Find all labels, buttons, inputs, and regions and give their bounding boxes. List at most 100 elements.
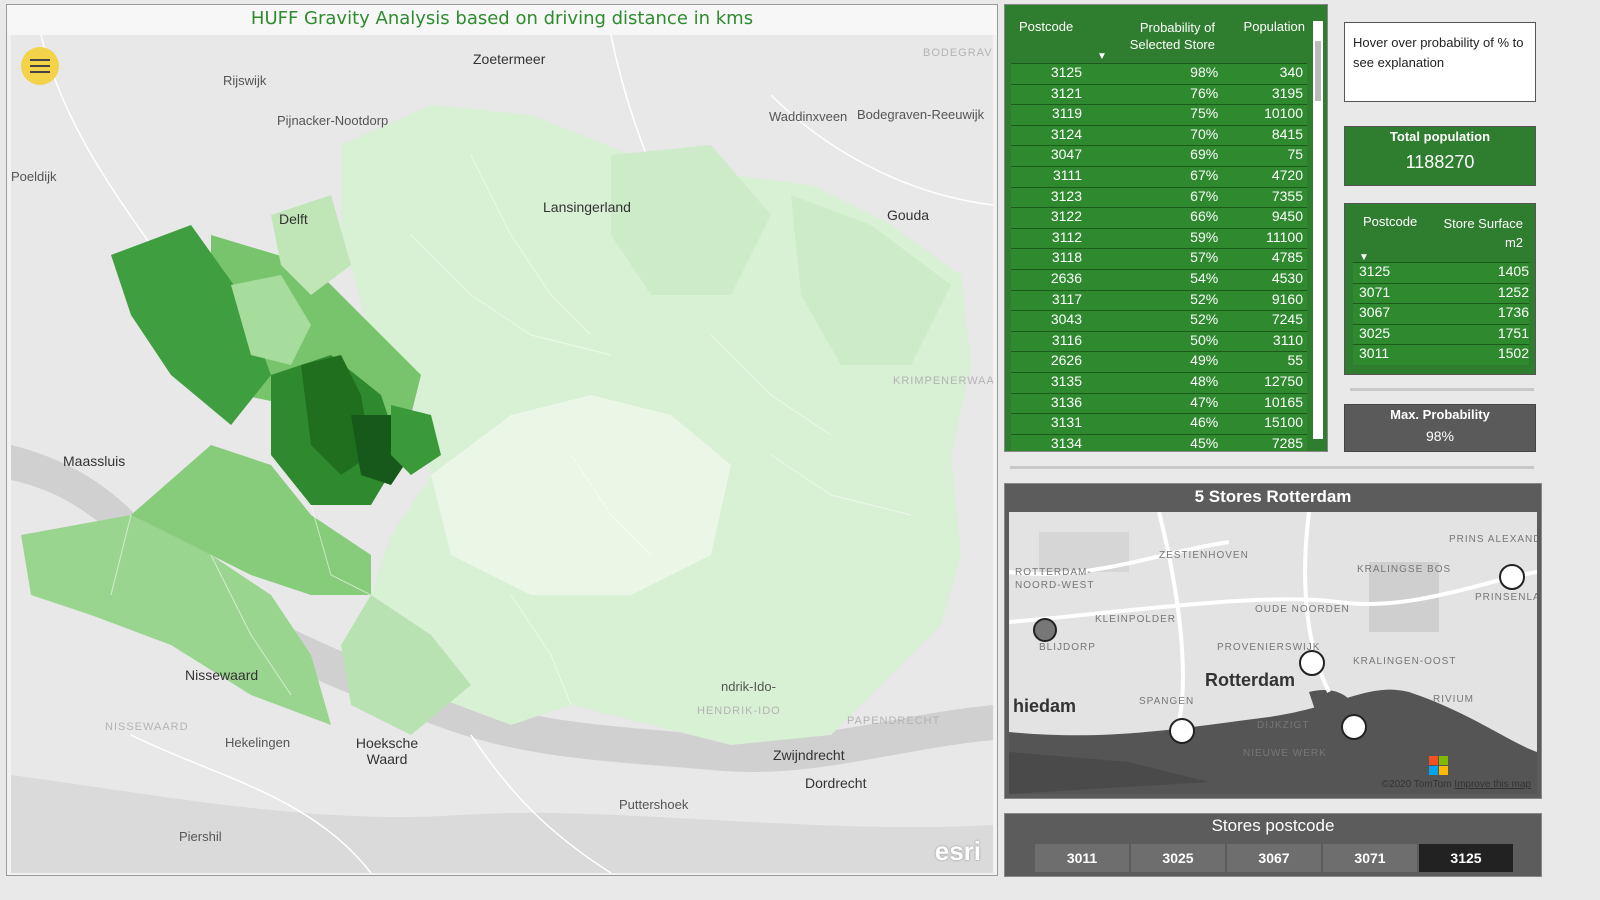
table-row[interactable]: 3122 66% 9450 <box>1011 207 1307 228</box>
slicer-option-3067[interactable]: 3067 <box>1227 844 1321 872</box>
map-label: SPANGEN <box>1139 696 1195 707</box>
table-row[interactable]: 3134 45% 7285 <box>1011 433 1307 451</box>
map-label: Nissewaard <box>185 667 259 683</box>
map-label: Bodegraven-Reeuwijk <box>857 107 985 122</box>
postcode-cell: 3117 <box>1051 290 1083 307</box>
column-header-postcode[interactable]: Postcode <box>1019 19 1074 34</box>
population-cell: 15100 <box>1264 414 1304 431</box>
map-label: OUDE NOORDEN <box>1255 604 1350 615</box>
table-row[interactable]: 3125 98% 340 <box>1011 63 1307 84</box>
map-label: Dordrecht <box>805 775 867 791</box>
postcode-cell: 3121 <box>1050 84 1083 101</box>
slicer-option-3071[interactable]: 3071 <box>1323 844 1417 872</box>
column-header-probability[interactable]: Probability of Selected Store <box>1129 20 1215 52</box>
map-label: KRALINGEN-OOST <box>1353 656 1457 667</box>
probability-cell: 48% <box>1190 372 1219 389</box>
table-row[interactable]: 3047 69% 75 <box>1011 145 1307 166</box>
store-marker[interactable] <box>1299 650 1325 676</box>
slicer-option-3025[interactable]: 3025 <box>1131 844 1225 872</box>
probability-table[interactable]: Postcode Probability of Selected Store P… <box>1004 4 1328 452</box>
population-cell: 7285 <box>1271 434 1304 451</box>
postcode-cell: 3125 <box>1359 263 1391 279</box>
store-surface-cell: 1405 <box>1497 263 1529 279</box>
bing-logo-icon <box>1429 756 1449 776</box>
hamburger-menu-icon[interactable] <box>21 47 59 85</box>
table-row[interactable]: 3124 70% 8415 <box>1011 124 1307 146</box>
population-cell: 7245 <box>1271 311 1304 328</box>
table-row[interactable]: 3011 1502 <box>1353 344 1529 365</box>
column-header-store-surface[interactable]: Store Surface m2 <box>1443 216 1524 250</box>
store-marker[interactable] <box>1033 618 1057 642</box>
table-row[interactable]: 3118 57% 4785 <box>1011 248 1307 269</box>
postcode-cell: 3071 <box>1359 283 1391 300</box>
table-row[interactable]: 3071 1252 <box>1353 282 1529 304</box>
stores-map-panel: 5 Stores Rotterdam ZESTIENHOVEN ROTTERDA… <box>1004 483 1542 799</box>
store-surface-cell: 1502 <box>1497 345 1529 362</box>
table-row[interactable]: 3067 1736 <box>1353 303 1529 324</box>
map-label: ZESTIENHOVEN <box>1159 550 1249 561</box>
table-row[interactable]: 3125 1405 <box>1353 262 1529 283</box>
postcode-cell: 3122 <box>1050 208 1083 225</box>
table-header: Postcode Store Surface m2 ▼ <box>1353 212 1523 264</box>
table-header: Postcode Probability of Selected Store P… <box>1011 11 1307 63</box>
table-row[interactable]: 3123 67% 7355 <box>1011 186 1307 208</box>
huff-choropleth-map[interactable]: Zoetermeer Rijswijk Pijnacker-Nootdorp P… <box>11 35 993 873</box>
max-probability-value: 98% <box>1425 428 1455 444</box>
table-row[interactable]: 3112 59% 11100 <box>1011 227 1307 249</box>
stores-map-title: 5 Stores Rotterdam <box>1194 487 1352 506</box>
store-marker[interactable] <box>1499 564 1525 590</box>
sort-down-icon[interactable]: ▼ <box>1359 252 1369 263</box>
store-surface-cell: 1736 <box>1497 304 1529 321</box>
table-row[interactable]: 3131 46% 15100 <box>1011 413 1307 434</box>
postcode-cell: 3047 <box>1050 146 1083 163</box>
table-row[interactable]: 3025 1751 <box>1353 323 1529 345</box>
map-label: RIVIUM <box>1433 694 1474 705</box>
table-row[interactable]: 3111 67% 4720 <box>1011 165 1307 187</box>
population-cell: 4785 <box>1271 249 1304 266</box>
slicer-option-3125[interactable]: 3125 <box>1419 844 1513 872</box>
probability-cell: 67% <box>1190 166 1219 183</box>
column-header-postcode[interactable]: Postcode <box>1363 214 1418 229</box>
postcode-cell: 3112 <box>1051 228 1083 245</box>
map-label: Maassluis <box>63 453 126 469</box>
population-cell: 10100 <box>1264 105 1304 122</box>
table-row[interactable]: 3043 52% 7245 <box>1011 310 1307 331</box>
postcode-cell: 3134 <box>1050 434 1083 451</box>
map-label: Poeldijk <box>11 169 57 184</box>
column-header-population[interactable]: Population <box>1243 19 1305 34</box>
map-label: PROVENIERSWIJK <box>1217 642 1321 653</box>
store-marker[interactable] <box>1341 714 1367 740</box>
map-label: DIJKZIGT <box>1257 720 1310 731</box>
table-row[interactable]: 3117 52% 9160 <box>1011 289 1307 311</box>
population-cell: 75 <box>1287 146 1304 163</box>
sort-down-icon[interactable]: ▼ <box>1097 51 1107 62</box>
map-label: NIEUWE WERK <box>1243 748 1327 759</box>
slicer-option-3011[interactable]: 3011 <box>1035 844 1129 872</box>
slicer-options: 3011 3025 3067 3071 3125 <box>1035 844 1513 872</box>
population-cell: 9450 <box>1271 208 1304 225</box>
table-row[interactable]: 3119 75% 10100 <box>1011 104 1307 125</box>
table-row[interactable]: 3136 47% 10165 <box>1011 392 1307 414</box>
table-row[interactable]: 2636 54% 4530 <box>1011 268 1307 290</box>
store-surface-table[interactable]: Postcode Store Surface m2 ▼ 3125 1405 3071… <box>1344 203 1536 375</box>
stores-postcode-slicer: Stores postcode 3011 3025 3067 3071 3125 <box>1004 813 1542 877</box>
table-row[interactable]: 3116 50% 3110 <box>1011 330 1307 352</box>
population-cell: 10165 <box>1264 393 1304 410</box>
map-attribution: ©2020 TomTom Improve this map <box>1382 779 1531 790</box>
postcode-cell: 3135 <box>1050 372 1083 389</box>
store-marker[interactable] <box>1169 718 1195 744</box>
map-label: Gouda <box>887 207 930 223</box>
slicer-title: Stores postcode <box>1211 816 1335 835</box>
probability-cell: 75% <box>1190 105 1219 122</box>
scrollbar[interactable] <box>1313 21 1323 439</box>
map-label: NISSEWAARD <box>105 721 189 733</box>
table-row[interactable]: 2626 49% 55 <box>1011 351 1307 372</box>
stores-map[interactable]: ZESTIENHOVEN ROTTERDAM-NOORD-WEST KRALIN… <box>1009 512 1537 794</box>
table-row[interactable]: 3121 76% 3195 <box>1011 83 1307 105</box>
map-label: KLEINPOLDER <box>1095 614 1177 625</box>
postcode-cell: 3123 <box>1050 187 1083 204</box>
improve-map-link[interactable]: Improve this map <box>1454 779 1531 790</box>
postcode-cell: 3125 <box>1050 64 1083 80</box>
table-row[interactable]: 3135 48% 12750 <box>1011 371 1307 393</box>
scrollbar-thumb[interactable] <box>1315 41 1321 101</box>
